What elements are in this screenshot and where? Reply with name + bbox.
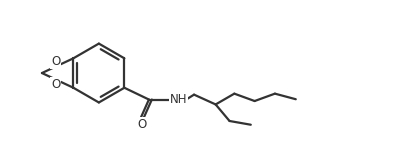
Text: O: O <box>137 118 147 130</box>
Text: O: O <box>51 55 60 68</box>
Text: O: O <box>51 78 60 91</box>
Text: NH: NH <box>169 93 187 106</box>
